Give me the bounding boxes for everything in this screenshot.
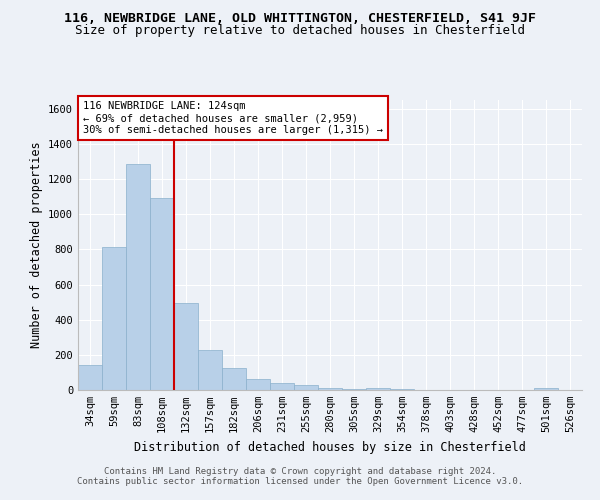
Bar: [150, 198, 174, 390]
Bar: [198, 350, 222, 390]
Text: Contains HM Land Registry data © Crown copyright and database right 2024.: Contains HM Land Registry data © Crown c…: [104, 467, 496, 476]
Bar: [222, 368, 246, 390]
Bar: [246, 378, 270, 390]
Bar: [318, 388, 342, 390]
Y-axis label: Number of detached properties: Number of detached properties: [29, 142, 43, 348]
Bar: [342, 389, 366, 390]
Bar: [174, 303, 198, 390]
Text: 116 NEWBRIDGE LANE: 124sqm
← 69% of detached houses are smaller (2,959)
30% of s: 116 NEWBRIDGE LANE: 124sqm ← 69% of deta…: [83, 102, 383, 134]
Bar: [78, 366, 102, 390]
Bar: [102, 247, 126, 390]
Text: Contains public sector information licensed under the Open Government Licence v3: Contains public sector information licen…: [77, 477, 523, 486]
Text: Size of property relative to detached houses in Chesterfield: Size of property relative to detached ho…: [75, 24, 525, 37]
X-axis label: Distribution of detached houses by size in Chesterfield: Distribution of detached houses by size …: [134, 440, 526, 454]
Bar: [366, 388, 390, 390]
Bar: [294, 386, 318, 390]
Bar: [534, 388, 558, 390]
Bar: [270, 384, 294, 390]
Text: 116, NEWBRIDGE LANE, OLD WHITTINGTON, CHESTERFIELD, S41 9JF: 116, NEWBRIDGE LANE, OLD WHITTINGTON, CH…: [64, 12, 536, 26]
Bar: [126, 164, 150, 390]
